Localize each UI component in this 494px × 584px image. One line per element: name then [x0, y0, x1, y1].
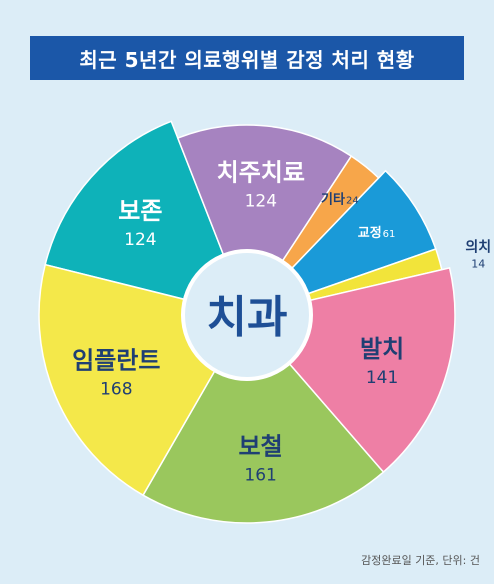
chart-title: 최근 5년간 의료행위별 감정 처리 현황: [30, 36, 464, 80]
slice-label-name-7: 보철: [239, 432, 283, 460]
slice-label-name-8: 임플란트: [72, 347, 160, 375]
slice-label-name-3: 기타: [321, 191, 345, 207]
slice-label-value-6: 141: [366, 368, 398, 388]
slice-label-name-6: 발치: [360, 335, 404, 363]
slice-label-value-4: 61: [383, 229, 396, 240]
slice-label-value-7: 161: [244, 465, 276, 485]
footnote: 감정완료일 기준, 단위: 건: [361, 554, 480, 567]
slice-label-name-4: 교정: [358, 225, 382, 241]
pie-slice-7: [142, 313, 385, 524]
slice-label-value-1: 124: [124, 230, 156, 250]
slice-label-name-5: 의치: [465, 239, 491, 256]
slice-label-value-8: 168: [100, 380, 132, 400]
slice-label-value-5: 14: [471, 258, 485, 271]
center-hole: [181, 249, 313, 381]
center-label: 치과: [207, 292, 288, 343]
pie-slice-1: [44, 120, 249, 317]
slice-label-value-2: 124: [245, 192, 277, 212]
pie-slice-2: [176, 124, 353, 317]
slice-label-4: 교정61: [358, 225, 396, 241]
slice-label-3: 기타24: [321, 191, 359, 207]
slice-label-value-3: 24: [346, 195, 359, 206]
slice-label-name-2: 치주치료: [217, 159, 305, 187]
slice-label-name-1: 보존: [118, 197, 162, 225]
